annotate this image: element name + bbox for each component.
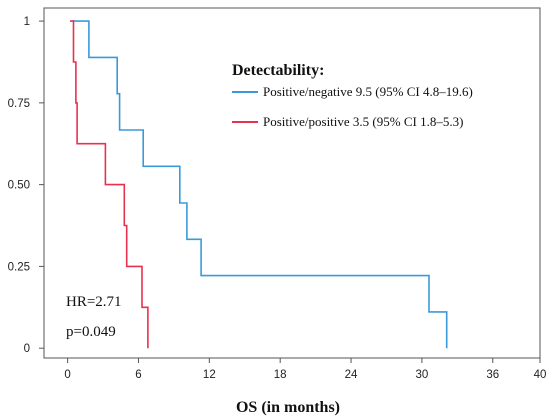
x-tick-label: 30 — [416, 369, 429, 381]
p-value-annotation: p=0.049 — [66, 324, 116, 340]
survival-curves — [70, 20, 448, 349]
y-tick-label: 1 — [24, 16, 30, 28]
y-tick-label: 0.50 — [8, 180, 30, 192]
x-tick-label: 24 — [345, 369, 358, 381]
legend-title: Detectability: — [232, 62, 324, 79]
x-axis-label: OS (in months) — [236, 399, 340, 416]
legend-entry-positive-negative: Positive/negative 9.5 (95% CI 4.8–19.6) — [263, 84, 473, 99]
x-tick-label: 40 — [534, 369, 547, 381]
legend: Detectability: Positive/negative 9.5 (95… — [232, 62, 473, 129]
legend-entry-positive-positive: Positive/positive 3.5 (95% CI 1.8–5.3) — [263, 114, 463, 129]
series-line-positive-negative — [72, 20, 448, 349]
plot-frame — [43, 7, 541, 359]
hazard-ratio-annotation: HR=2.71 — [66, 294, 122, 310]
y-tick-label: 0 — [24, 343, 30, 355]
y-tick-label: 0.75 — [8, 98, 30, 110]
x-tick-label: 12 — [203, 369, 216, 381]
x-tick-label: 36 — [486, 369, 499, 381]
x-tick-label: 6 — [135, 369, 141, 381]
axes: 0 6 12 18 24 30 36 40 0 0.25 0.50 0.75 1 — [8, 7, 547, 381]
series-line-positive-positive — [70, 20, 149, 349]
y-tick-label: 0.25 — [8, 261, 30, 273]
x-tick-label: 18 — [274, 369, 287, 381]
x-tick-label: 0 — [64, 369, 70, 381]
